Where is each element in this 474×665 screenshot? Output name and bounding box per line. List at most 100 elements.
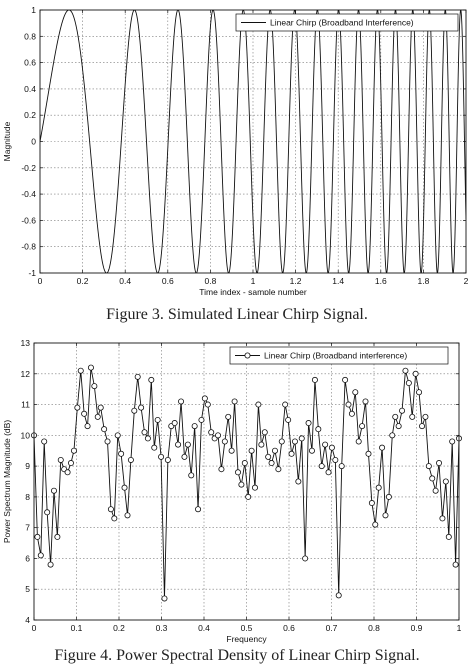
- psd-data-point: [338, 463, 345, 470]
- x-tick-label: 1.6: [375, 276, 387, 286]
- psd-data-point: [429, 475, 436, 482]
- psd-data-point: [382, 512, 389, 519]
- psd-data-point: [399, 407, 406, 414]
- axes-frame: [39, 9, 467, 274]
- psd-data-point: [348, 410, 355, 417]
- psd-data-point: [208, 429, 215, 436]
- psd-data-point: [114, 432, 121, 439]
- psd-data-point: [248, 447, 255, 454]
- figure-4-chart: 0 0.1 0.2 0.3 0.4 0.5 0.6 0.7 0.8 0.9 1 13 12 11 10 9 8 7…: [0, 330, 474, 648]
- chirp-time-plot: 0 0.2 0.4 0.6 0.8 1 1.2 1.4 1.6 1.8 2 1 0.8 0.6 0.4 0.2…: [2, 5, 469, 295]
- axes-frame: [33, 342, 460, 621]
- psd-data-point: [352, 389, 359, 396]
- psd-data-point: [191, 423, 198, 430]
- psd-data-point: [305, 420, 312, 427]
- psd-data-point: [64, 469, 71, 476]
- psd-data-point: [362, 398, 369, 405]
- x-tick-label: 0.6: [162, 276, 174, 286]
- psd-data-point: [221, 438, 228, 445]
- y-tick-label: -0.2: [21, 163, 36, 173]
- y-tick-label: 0: [31, 137, 36, 147]
- psd-data-point: [261, 429, 268, 436]
- psd-data-point: [439, 515, 446, 522]
- psd-data-point: [328, 444, 335, 451]
- psd-data-point: [144, 435, 151, 442]
- psd-data-point: [335, 592, 342, 599]
- psd-data-point: [389, 432, 396, 439]
- y-tick-label: 5: [25, 584, 30, 594]
- x-tick-label: 0: [38, 276, 43, 286]
- psd-data-point: [121, 484, 128, 491]
- x-tick-label: 1.4: [332, 276, 344, 286]
- legend-marker-swatch: [244, 352, 251, 359]
- x-tick-label: 0.8: [204, 276, 216, 286]
- psd-data-point: [365, 450, 372, 457]
- psd-data-point: [218, 466, 225, 473]
- psd-data-point: [288, 450, 295, 457]
- x-axis-label: Time index - sample number: [199, 287, 307, 295]
- legend-label: Linear Chirp (Broadband Interference): [270, 18, 414, 28]
- psd-data-point: [91, 383, 98, 390]
- y-axis-label: Magnitude: [2, 121, 12, 161]
- psd-data-point: [385, 493, 392, 500]
- psd-data-point: [342, 376, 349, 383]
- y-tick-label: -1: [28, 268, 36, 278]
- psd-data-point: [215, 432, 222, 439]
- y-tick-label: 0.6: [24, 58, 36, 68]
- psd-data-point: [419, 423, 426, 430]
- psd-data-point: [416, 389, 423, 396]
- psd-data-point: [392, 413, 399, 420]
- psd-data-point: [268, 460, 275, 467]
- psd-data-point: [41, 438, 48, 445]
- y-tick-label: 1: [31, 5, 36, 15]
- psd-data-point: [325, 469, 332, 476]
- psd-data-point: [231, 398, 238, 405]
- psd-data-point: [131, 407, 138, 414]
- psd-data-point: [70, 447, 77, 454]
- psd-data-point: [87, 364, 94, 371]
- psd-data-point: [238, 481, 245, 488]
- x-tick-label: 0.1: [71, 623, 83, 633]
- psd-data-point: [402, 367, 409, 374]
- psd-data-point: [359, 423, 366, 430]
- y-tick-label: 0.2: [24, 110, 36, 120]
- x-tick-label: 0.9: [411, 623, 423, 633]
- y-tick-label: -0.6: [21, 215, 36, 225]
- psd-data-point: [298, 435, 305, 442]
- psd-data-point: [44, 509, 51, 516]
- y-axis-label: Power Spectrum Magnitude (dB): [2, 420, 12, 543]
- psd-data-point: [295, 478, 302, 485]
- y-tick-label: 7: [25, 523, 30, 533]
- psd-data-point: [198, 416, 205, 423]
- psd-data-point: [445, 533, 452, 540]
- x-tick-label: 1: [251, 276, 256, 286]
- x-axis-label: Frequency: [226, 634, 267, 644]
- psd-data-point: [228, 447, 235, 454]
- psd-data-point: [175, 441, 182, 448]
- psd-data-point: [107, 506, 114, 513]
- psd-data-point: [154, 416, 161, 423]
- x-tick-label: 2: [464, 276, 469, 286]
- y-tick-label: 6: [25, 553, 30, 563]
- psd-data-point: [118, 450, 125, 457]
- psd-data-point: [311, 376, 318, 383]
- psd-data-point: [278, 438, 285, 445]
- psd-data-point: [164, 456, 171, 463]
- psd-data-point: [101, 426, 108, 433]
- psd-data-point: [258, 441, 265, 448]
- psd-data-point: [332, 456, 339, 463]
- legend-box: [229, 346, 449, 365]
- psd-data-point: [204, 401, 211, 408]
- psd-data-point: [47, 561, 54, 568]
- y-tick-label: 10: [21, 430, 31, 440]
- x-tick-label: 0.2: [77, 276, 89, 286]
- y-tick-label: 11: [21, 400, 30, 410]
- psd-data-point: [178, 398, 185, 405]
- psd-data-point: [158, 453, 165, 460]
- psd-data-point: [368, 500, 375, 507]
- y-tick-label: 8: [25, 492, 30, 502]
- psd-data-point: [432, 487, 439, 494]
- psd-data-point: [271, 447, 278, 454]
- psd-data-point: [34, 533, 41, 540]
- psd-data-point: [225, 413, 232, 420]
